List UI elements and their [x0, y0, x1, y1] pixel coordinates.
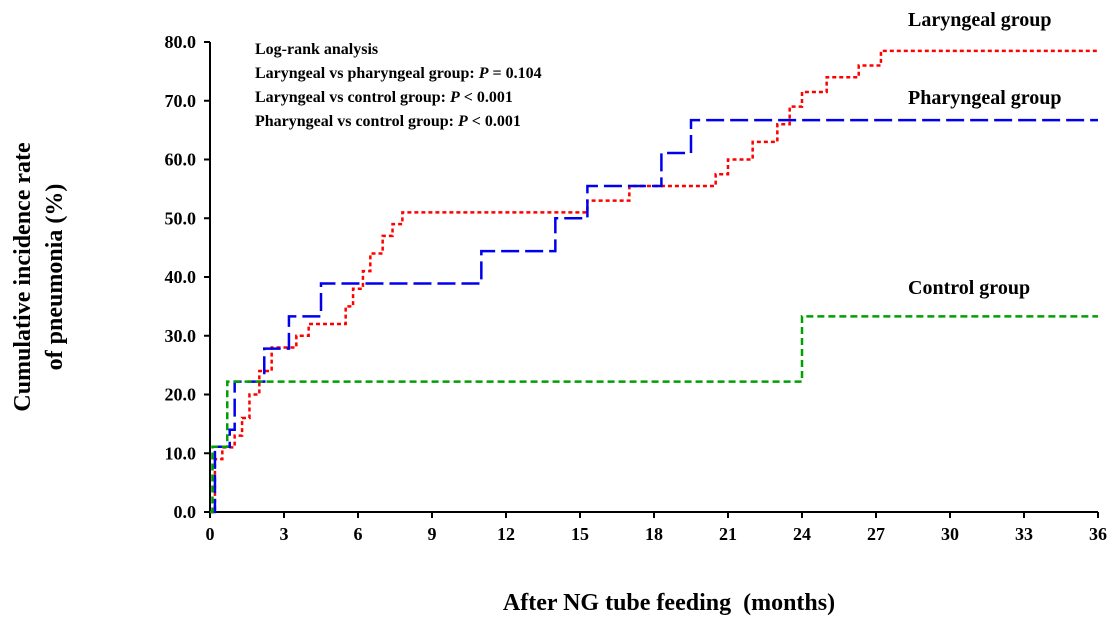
- x-tick-label: 24: [793, 524, 811, 544]
- y-tick-label: 20.0: [165, 385, 197, 405]
- series-line: [210, 118, 1098, 514]
- x-tick-label: 36: [1089, 524, 1107, 544]
- annotation-part: Laryngeal vs pharyngeal group:: [255, 65, 479, 82]
- annotation-part: P: [478, 65, 489, 82]
- y-tick-label: 50.0: [165, 208, 197, 228]
- x-tick-label: 0: [206, 524, 215, 544]
- x-tick-label: 33: [1015, 524, 1033, 544]
- annotation-part: P: [449, 89, 460, 106]
- y-axis-label: of pneumonia (%): [42, 184, 68, 371]
- y-tick-label: 40.0: [165, 267, 197, 287]
- x-tick-label: 27: [867, 524, 885, 544]
- x-tick-label: 18: [645, 524, 663, 544]
- x-tick-label: 30: [941, 524, 959, 544]
- annotation-part: Pharyngeal vs control group:: [255, 113, 458, 130]
- y-tick-label: 0.0: [174, 502, 197, 522]
- annotation-title: Log-rank analysis: [255, 41, 378, 58]
- annotation: Pharyngeal vs control group: P < 0.001: [255, 113, 521, 130]
- annotation: Laryngeal vs control group: P < 0.001: [255, 89, 513, 106]
- y-tick-label: 30.0: [165, 326, 197, 346]
- annotation-part: < 0.001: [460, 89, 513, 106]
- series-line: [210, 49, 1098, 514]
- x-tick-label: 6: [354, 524, 363, 544]
- annotation-part: P: [457, 113, 468, 130]
- y-tick-label: 70.0: [165, 91, 197, 111]
- y-tick-label: 60.0: [165, 150, 197, 170]
- x-tick-label: 3: [280, 524, 289, 544]
- y-tick-label: 10.0: [165, 443, 197, 463]
- annotation-part: < 0.001: [468, 113, 521, 130]
- x-tick-label: 12: [497, 524, 515, 544]
- x-tick-label: 21: [719, 524, 737, 544]
- series-label: Pharyngeal group: [908, 87, 1062, 109]
- x-tick-label: 9: [428, 524, 437, 544]
- annotation-part: = 0.104: [489, 65, 542, 82]
- annotation-part: Laryngeal vs control group:: [255, 89, 450, 106]
- series-label: Laryngeal group: [908, 9, 1052, 31]
- x-tick-label: 15: [571, 524, 589, 544]
- y-tick-label: 80.0: [165, 32, 197, 52]
- series-label: Control group: [908, 277, 1030, 299]
- series-line: [210, 315, 1098, 514]
- annotation: Laryngeal vs pharyngeal group: P = 0.104: [255, 65, 542, 82]
- y-axis-label: Cumulative incidence rate: [10, 142, 36, 412]
- x-axis-label: After NG tube feeding (months): [503, 590, 835, 616]
